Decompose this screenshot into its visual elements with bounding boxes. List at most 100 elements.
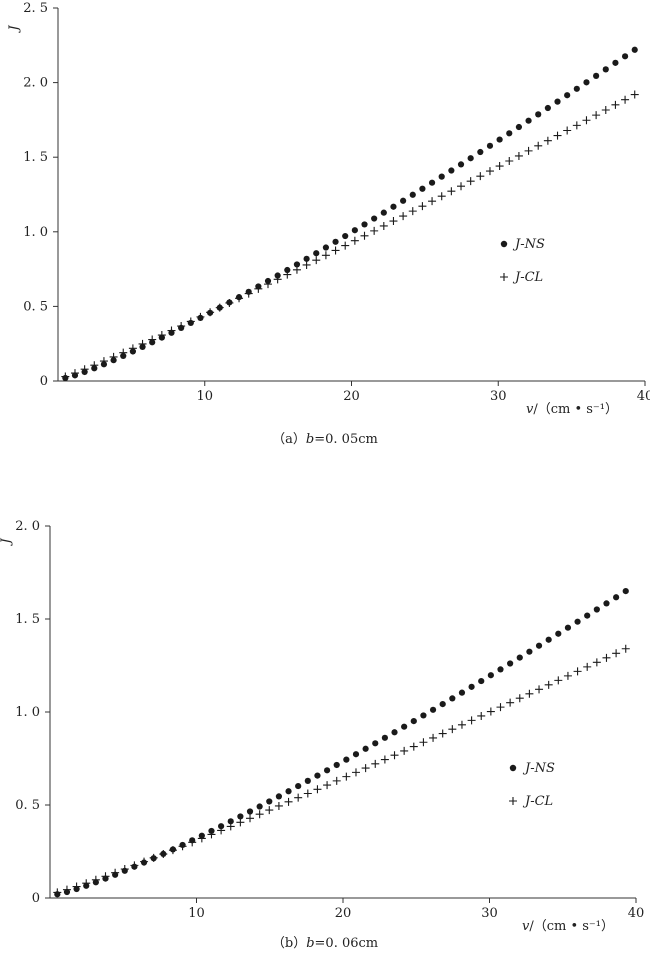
data-point-a-j-cl-49 xyxy=(534,141,543,150)
data-point-b-j-cl-46 xyxy=(496,703,505,712)
data-point-b-j-cl-45 xyxy=(486,707,495,716)
data-point-b-j-ns-18 xyxy=(227,818,234,825)
data-point-a-j-ns-30 xyxy=(351,227,358,234)
data-point-a-j-ns-47 xyxy=(515,123,523,131)
data-point-b-j-ns-23 xyxy=(275,793,283,800)
data-point-a-j-cl-7 xyxy=(128,344,137,353)
data-point-a-j-cl-4 xyxy=(99,357,108,366)
data-point-a-j-cl-35 xyxy=(399,212,408,221)
data-point-a-j-ns-39 xyxy=(438,173,445,180)
data-point-a-j-cl-9 xyxy=(148,335,157,344)
y-tick-label-a-2: 1. 0 xyxy=(23,225,48,240)
y-axis-label-a: J xyxy=(7,25,22,34)
data-point-a-j-cl-21 xyxy=(264,280,273,289)
data-point-b-j-ns-26 xyxy=(304,777,311,784)
data-point-b-j-ns-59 xyxy=(622,588,629,595)
data-point-a-j-cl-37 xyxy=(418,202,427,211)
data-point-b-j-cl-8 xyxy=(130,861,139,870)
data-point-b-j-cl-19 xyxy=(236,818,245,827)
data-point-b-j-ns-35 xyxy=(391,729,398,736)
data-point-a-j-cl-42 xyxy=(466,177,475,186)
data-point-b-j-ns-39 xyxy=(429,706,437,713)
legend-label-a-0: J-NS xyxy=(512,237,545,252)
y-ticks-b: 0 0. 5 1. 0 1. 5 2. 0 xyxy=(15,519,50,906)
x-ticks-b: 10 20 30 40 xyxy=(188,898,644,921)
data-point-a-j-ns-27 xyxy=(322,244,330,251)
legend-marker-b-1 xyxy=(509,797,517,805)
data-point-a-j-cl-34 xyxy=(389,217,398,226)
data-point-b-j-ns-36 xyxy=(401,723,408,730)
data-point-b-j-cl-44 xyxy=(477,711,486,720)
data-point-a-j-ns-28 xyxy=(332,238,339,245)
data-point-a-j-cl-47 xyxy=(514,151,523,160)
data-point-a-j-cl-41 xyxy=(457,182,466,191)
data-point-a-j-cl-33 xyxy=(379,221,388,230)
data-point-b-j-ns-20 xyxy=(246,808,254,815)
data-point-a-j-cl-40 xyxy=(447,187,456,196)
data-point-b-j-cl-14 xyxy=(188,838,197,847)
data-point-b-j-ns-38 xyxy=(420,712,427,719)
data-point-b-j-cl-10 xyxy=(149,853,158,862)
data-point-b-j-cl-22 xyxy=(265,806,274,815)
data-point-a-j-cl-22 xyxy=(273,275,282,284)
axes-frame-b xyxy=(49,526,636,899)
data-point-b-j-cl-18 xyxy=(226,822,235,831)
data-point-b-j-ns-32 xyxy=(362,745,369,752)
data-point-a-j-ns-55 xyxy=(593,72,600,79)
data-point-b-j-ns-43 xyxy=(468,683,475,690)
y-axis-label-b: J xyxy=(0,538,14,547)
data-point-a-j-ns-58 xyxy=(621,53,629,60)
data-point-a-j-ns-31 xyxy=(361,221,368,228)
data-point-b-j-cl-59 xyxy=(621,644,630,653)
data-point-b-j-cl-30 xyxy=(342,772,351,781)
caption-a: （a）b=0. 05cm xyxy=(272,432,378,447)
data-point-a-j-ns-56 xyxy=(602,66,609,73)
data-point-b-j-cl-33 xyxy=(371,759,380,768)
x-tick-label-b-3: 40 xyxy=(628,906,645,921)
data-point-b-j-ns-52 xyxy=(555,630,562,637)
data-point-b-j-ns-25 xyxy=(295,782,302,790)
data-point-a-j-ns-41 xyxy=(457,161,465,168)
x-tick-label-b-0: 10 xyxy=(188,906,205,921)
data-point-a-j-cl-38 xyxy=(428,197,437,206)
data-point-a-j-cl-16 xyxy=(215,303,224,312)
caption-b: （b）b=0. 06cm xyxy=(272,936,378,951)
data-point-a-j-cl-0 xyxy=(61,372,70,381)
data-point-a-j-cl-11 xyxy=(167,326,176,335)
data-point-a-j-cl-24 xyxy=(292,265,301,274)
data-point-b-j-cl-21 xyxy=(255,810,264,819)
data-point-b-j-ns-47 xyxy=(507,660,514,667)
data-point-b-j-cl-34 xyxy=(380,755,389,764)
legend-marker-b-0 xyxy=(509,764,517,772)
y-tick-label-a-3: 1. 5 xyxy=(23,150,48,165)
data-point-a-j-cl-25 xyxy=(302,260,311,269)
data-point-a-j-cl-39 xyxy=(437,192,446,201)
y-tick-label-b-1: 0. 5 xyxy=(15,798,40,813)
data-point-b-j-ns-44 xyxy=(478,677,485,685)
data-point-b-j-cl-36 xyxy=(400,746,409,755)
data-point-a-j-cl-36 xyxy=(408,207,417,216)
data-point-a-j-ns-59 xyxy=(631,46,638,53)
data-point-a-j-cl-32 xyxy=(370,226,379,235)
y-tick-label-b-0: 0 xyxy=(32,891,40,906)
data-point-b-j-ns-45 xyxy=(487,672,494,679)
legend-label-b-1: J-CL xyxy=(522,794,553,809)
x-axis-label-a: v/（cm • s⁻¹） xyxy=(526,402,618,417)
data-point-b-j-ns-22 xyxy=(266,798,273,805)
y-tick-label-a-4: 2. 0 xyxy=(23,76,48,91)
legend-b: J-NS J-CL xyxy=(509,761,555,809)
data-point-a-j-ns-54 xyxy=(583,79,590,86)
data-point-b-j-ns-28 xyxy=(323,767,331,774)
data-point-b-j-cl-58 xyxy=(612,649,621,658)
data-point-b-j-cl-6 xyxy=(111,868,120,877)
data-point-a-j-cl-6 xyxy=(119,348,128,357)
data-point-b-j-ns-57 xyxy=(603,600,610,607)
x-ticks-a: 10 20 30 40 xyxy=(196,381,650,404)
data-point-a-j-ns-24 xyxy=(293,261,301,268)
data-point-a-j-cl-44 xyxy=(485,167,494,176)
data-point-a-j-cl-28 xyxy=(331,246,340,255)
data-point-a-j-ns-34 xyxy=(390,203,397,210)
data-point-a-j-cl-18 xyxy=(235,294,244,303)
data-point-b-j-cl-48 xyxy=(515,694,524,703)
data-point-b-j-ns-46 xyxy=(497,666,504,673)
